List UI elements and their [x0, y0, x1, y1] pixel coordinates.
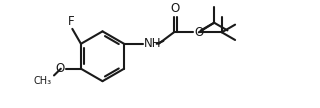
Text: O: O	[171, 2, 180, 15]
Text: O: O	[194, 26, 203, 39]
Text: O: O	[55, 62, 65, 75]
Text: CH₃: CH₃	[34, 76, 52, 86]
Text: F: F	[68, 15, 75, 28]
Text: NH: NH	[144, 37, 162, 50]
